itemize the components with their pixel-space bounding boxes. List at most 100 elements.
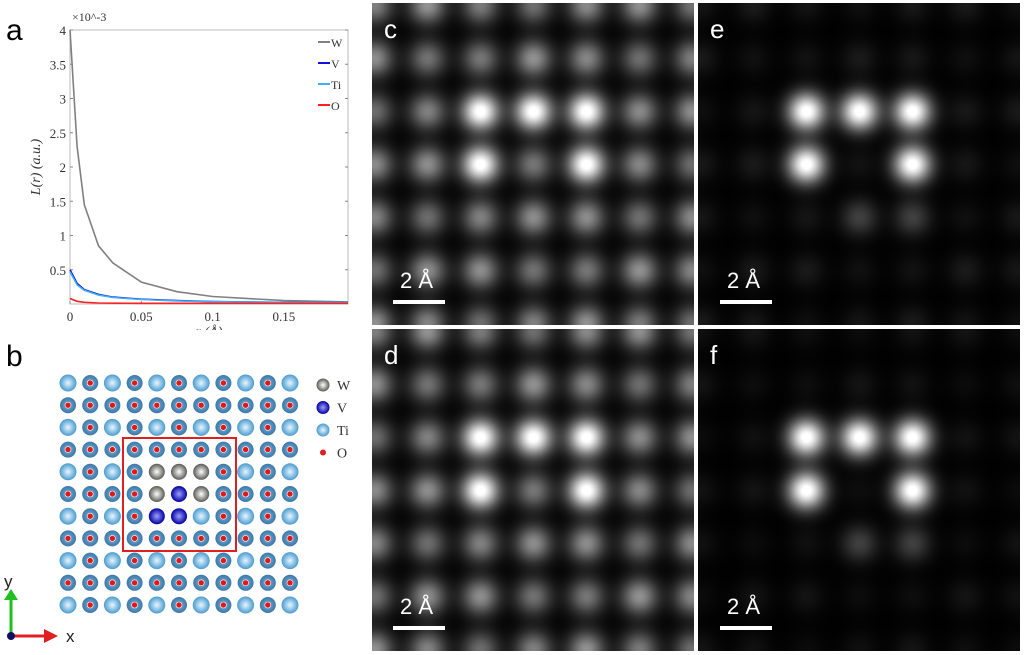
atom-o [264, 468, 272, 476]
y-axis-label: L(r) (a.u.) [29, 138, 44, 196]
z-axis-dot [7, 632, 15, 640]
atom-ti [192, 418, 210, 436]
atom-ti [237, 507, 255, 525]
plot-area [69, 29, 349, 305]
atom-ti [281, 552, 299, 570]
atom-o [220, 579, 227, 587]
atom-o [131, 557, 138, 564]
atom-v [171, 486, 187, 502]
y-tick-label: 1 [60, 229, 67, 244]
atom-ti [192, 374, 210, 392]
atom-o [220, 446, 227, 453]
legend-label-w: W [331, 36, 343, 50]
atom-o [153, 535, 161, 542]
y-tick-label: 4 [60, 23, 67, 38]
atom-o [131, 490, 138, 498]
legend-label-v: V [331, 57, 340, 71]
atom-o [175, 579, 183, 587]
atom-o [86, 490, 94, 498]
atom-o [242, 446, 249, 453]
line-chart: 0.5 1 1.5 2 2.5 3 3.5 4 0 0.05 0.1 0.15 r (Å) L(r) (a… [29, 23, 349, 330]
atom-o [286, 490, 294, 498]
atom-ti [103, 463, 121, 481]
atom-o [264, 424, 272, 431]
atom-o [220, 468, 227, 476]
atom-o [109, 579, 116, 587]
scale-bar-e [720, 300, 772, 304]
y-tick-label: 3 [60, 92, 67, 107]
scale-bar-label-c: 2 Å [400, 268, 434, 293]
atom-o [175, 601, 183, 609]
atom-o [109, 490, 116, 498]
crystal-structure: WV Ti Oy x [4, 374, 351, 646]
atom-ti [103, 552, 121, 570]
atom-o [264, 490, 272, 498]
legend-marker-w [316, 378, 330, 392]
atom-o [220, 401, 227, 409]
scale-bar-label-f: 2 Å [727, 594, 761, 619]
atom-w [193, 486, 210, 502]
atom-o [175, 535, 183, 542]
y-tick-label: 3.5 [50, 57, 66, 72]
legend-label-o: O [337, 447, 347, 462]
atom-o [286, 535, 294, 542]
y-arrow-head [4, 589, 18, 600]
atom-w [193, 463, 210, 480]
atom-ti [281, 418, 299, 436]
atom-o [131, 512, 138, 520]
panel-label-a: a [6, 14, 23, 47]
panel-label-c: c [384, 14, 397, 44]
x-tick-label: 0 [67, 309, 74, 324]
atom-ti [59, 418, 77, 436]
atom-ti [192, 552, 210, 570]
atom-o [131, 424, 138, 431]
legend-label-w: W [337, 379, 351, 394]
atom-o [220, 601, 227, 609]
atom-o [242, 579, 249, 587]
atom-ti [59, 463, 77, 481]
atom-o [86, 446, 94, 453]
stem-image-f [698, 329, 1020, 651]
atom-o [286, 446, 294, 453]
y-tick-label: 1.5 [50, 194, 66, 209]
x-axis-label: r (Å) [196, 324, 223, 330]
legend-marker-ti [316, 423, 330, 437]
atom-o [64, 535, 72, 542]
atom-ti [103, 507, 121, 525]
y-axis-label: y [4, 572, 13, 591]
atom-o [131, 601, 138, 609]
atom-ti [103, 374, 121, 392]
legend-label-ti: Ti [337, 424, 349, 439]
atom-o [264, 512, 272, 520]
atom-w [171, 463, 187, 480]
atom-ti [237, 596, 255, 614]
atom-o [175, 557, 183, 564]
atom-o [175, 379, 183, 387]
atom-o [175, 401, 183, 409]
atom-o [86, 401, 94, 409]
atom-o [86, 379, 94, 387]
atom-o [86, 535, 94, 542]
scale-bar-d [393, 626, 445, 630]
atom-o [131, 535, 138, 542]
atom-o [286, 401, 294, 409]
atom-o [153, 446, 161, 453]
atom-v [148, 508, 165, 525]
atom-o [86, 579, 94, 587]
atom-o [153, 579, 161, 587]
atom-o [220, 424, 227, 431]
x-tick-label: 0.05 [130, 309, 153, 324]
legend-label-o: O [331, 99, 340, 113]
atom-o [109, 401, 116, 409]
legend-label-v: V [337, 402, 347, 417]
stem-image-d [372, 329, 694, 651]
atom-ti [192, 507, 210, 525]
highlight-box [122, 437, 237, 552]
x-axis-label: x [66, 627, 75, 646]
legend-marker-o [320, 449, 326, 456]
stem-image-e [698, 3, 1020, 325]
atom-o [86, 512, 94, 520]
y-multiplier: ×10^-3 [72, 10, 107, 24]
atom-o [242, 490, 249, 498]
atom-o [264, 601, 272, 609]
